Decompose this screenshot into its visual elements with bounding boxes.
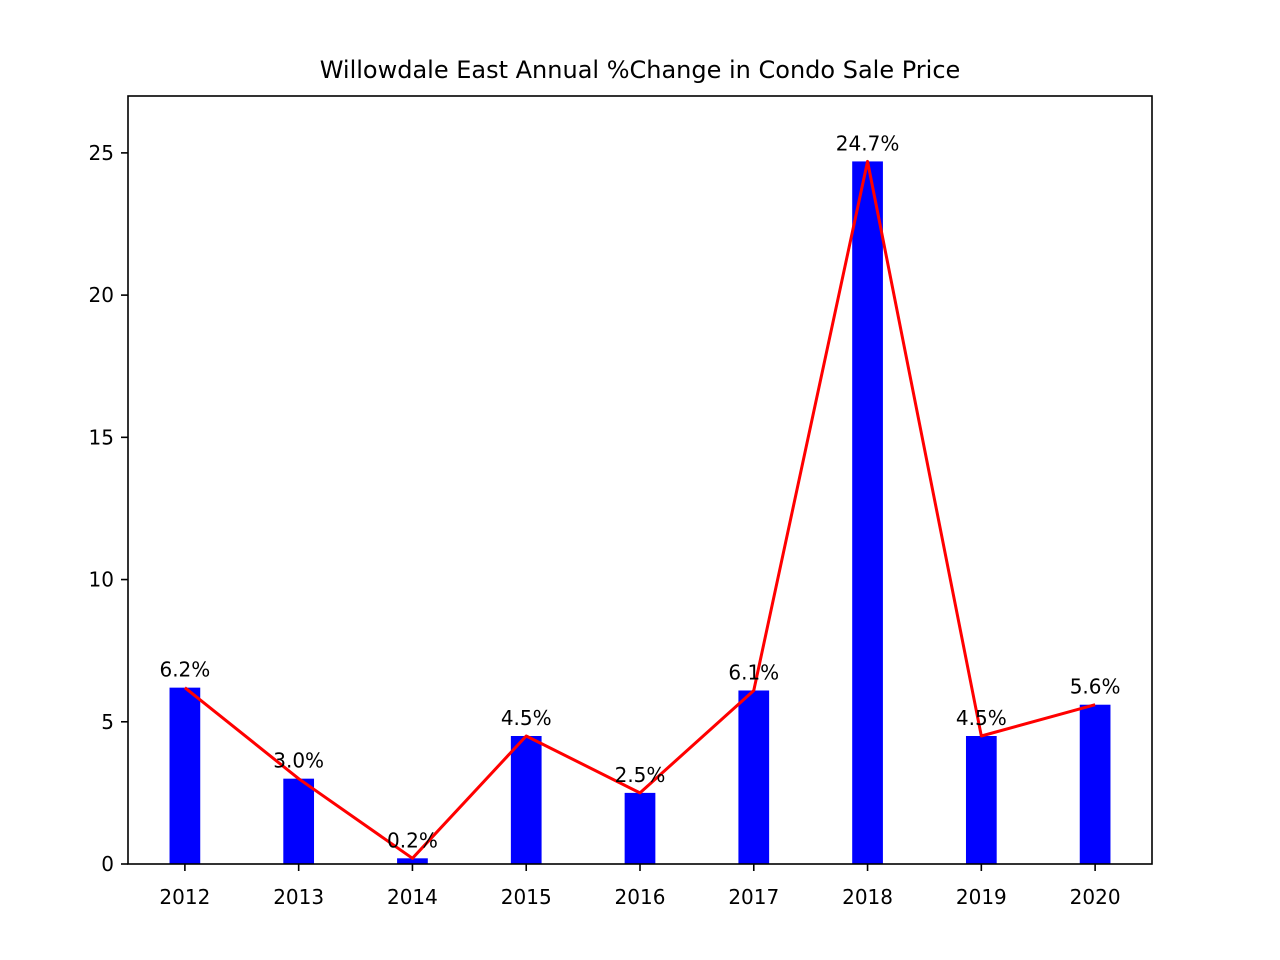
y-tick-label-20: 20 xyxy=(89,283,114,307)
x-tick-label-2014: 2014 xyxy=(387,885,438,909)
data-label-2018: 24.7% xyxy=(836,131,900,155)
chart-title: Willowdale East Annual %Change in Condo … xyxy=(320,56,961,84)
bar-2016 xyxy=(624,792,656,864)
bar-2020 xyxy=(1079,704,1111,864)
x-tick-label-2018: 2018 xyxy=(842,885,893,909)
bar-2014 xyxy=(397,858,428,864)
data-labels-layer: 6.2% 3.0% 0.2% 4.5% 2.5% 6.1% 24.7% 4.5% 5.6% xyxy=(159,131,1120,852)
bar-2012 xyxy=(169,687,201,864)
data-label-2017: 6.1% xyxy=(728,660,779,684)
data-label-2019: 4.5% xyxy=(956,706,1007,730)
data-label-2014: 0.2% xyxy=(387,828,438,852)
line-layer xyxy=(183,159,1096,860)
bar-2017 xyxy=(738,690,770,864)
y-tick-label-10: 10 xyxy=(89,568,114,592)
data-label-2020: 5.6% xyxy=(1070,675,1121,699)
data-label-2015: 4.5% xyxy=(501,706,552,730)
y-tick-label-5: 5 xyxy=(101,710,114,734)
bars-layer xyxy=(169,161,1111,864)
x-tick-label-2012: 2012 xyxy=(159,885,210,909)
bar-2015 xyxy=(510,736,542,864)
bar-2013 xyxy=(283,778,315,864)
x-tick-label-2015: 2015 xyxy=(501,885,552,909)
bar-2019 xyxy=(965,736,997,864)
x-tick-label-2016: 2016 xyxy=(615,885,666,909)
axes-layer: 0 5 10 15 20 25 2012 2013 2014 2015 2016 2017 2018 20… xyxy=(89,95,1153,909)
data-label-2016: 2.5% xyxy=(615,763,666,787)
y-tick-label-25: 25 xyxy=(89,141,114,165)
x-tick-label-2019: 2019 xyxy=(956,885,1007,909)
trend-line xyxy=(183,159,1096,860)
y-tick-label-0: 0 xyxy=(101,852,114,876)
y-tick-label-15: 15 xyxy=(89,425,114,449)
x-tick-label-2013: 2013 xyxy=(273,885,324,909)
data-label-2013: 3.0% xyxy=(273,749,324,773)
data-label-2012: 6.2% xyxy=(159,658,210,682)
bar-2018 xyxy=(852,161,883,864)
x-tick-label-2020: 2020 xyxy=(1070,885,1121,909)
x-tick-label-2017: 2017 xyxy=(728,885,779,909)
